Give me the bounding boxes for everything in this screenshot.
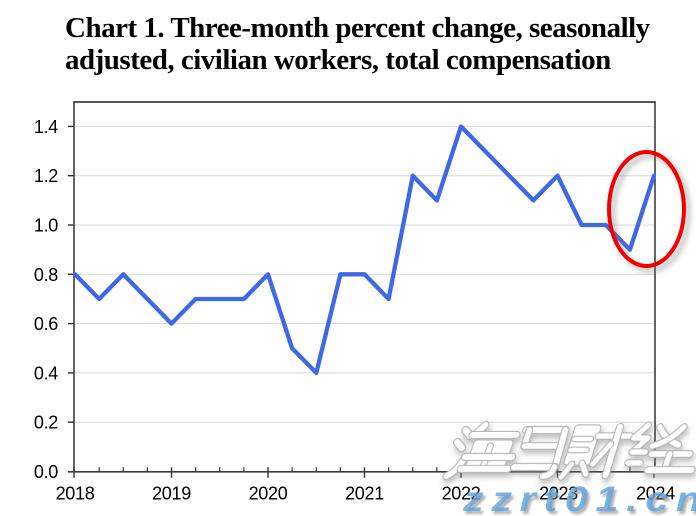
svg-text:2021: 2021: [345, 484, 384, 504]
svg-text:1.4: 1.4: [34, 117, 58, 137]
svg-text:0.6: 0.6: [34, 314, 58, 334]
svg-text:2018: 2018: [56, 484, 95, 504]
svg-text:2019: 2019: [152, 484, 191, 504]
svg-text:2023: 2023: [539, 484, 578, 504]
svg-text:2024: 2024: [636, 484, 675, 504]
svg-text:0.0: 0.0: [34, 462, 58, 482]
svg-text:0.2: 0.2: [34, 413, 58, 433]
svg-text:2022: 2022: [442, 484, 481, 504]
svg-text:1.2: 1.2: [34, 166, 58, 186]
svg-text:2020: 2020: [249, 484, 288, 504]
svg-text:0.8: 0.8: [34, 265, 58, 285]
svg-text:0.4: 0.4: [34, 363, 58, 383]
svg-text:1.0: 1.0: [34, 216, 58, 236]
